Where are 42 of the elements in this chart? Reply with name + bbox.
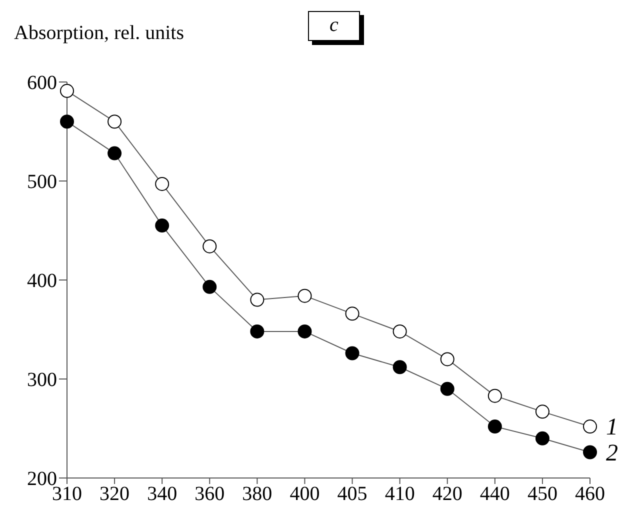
series-label: 1 bbox=[606, 414, 618, 441]
x-tick-label: 420 bbox=[432, 483, 462, 506]
point bbox=[108, 114, 122, 129]
point bbox=[345, 346, 360, 360]
y-axis-title: Absorption, rel. units bbox=[14, 22, 184, 45]
chart-title: c bbox=[308, 11, 360, 41]
x-tick-label: 440 bbox=[480, 483, 510, 506]
point bbox=[298, 324, 312, 338]
point bbox=[392, 324, 407, 338]
x-tick-label: 380 bbox=[242, 483, 272, 506]
y-tick-label: 600 bbox=[27, 72, 57, 94]
x-tick-label: 450 bbox=[527, 483, 558, 506]
x-tick-label: 460 bbox=[575, 483, 605, 506]
x-tick-label: 405 bbox=[337, 483, 368, 506]
y-tick-label: 500 bbox=[27, 171, 57, 194]
point bbox=[250, 292, 264, 307]
x-tick-label: 340 bbox=[147, 483, 178, 506]
x-tick-label: 320 bbox=[100, 483, 130, 506]
point bbox=[535, 431, 550, 446]
point bbox=[440, 352, 454, 366]
point bbox=[108, 146, 122, 160]
point bbox=[298, 288, 312, 303]
point bbox=[440, 382, 454, 396]
point bbox=[583, 445, 597, 460]
x-tick-label: 400 bbox=[290, 483, 320, 506]
point bbox=[488, 388, 502, 403]
point bbox=[535, 404, 550, 419]
point bbox=[488, 420, 502, 434]
point bbox=[60, 114, 74, 129]
series-label: 2 bbox=[606, 440, 618, 466]
point bbox=[202, 280, 217, 294]
point bbox=[155, 218, 170, 233]
point bbox=[345, 306, 360, 321]
point bbox=[583, 420, 597, 434]
x-tick-label: 360 bbox=[194, 483, 225, 506]
point bbox=[392, 360, 407, 374]
y-tick-label: 400 bbox=[27, 270, 57, 292]
x-tick-label: 410 bbox=[384, 483, 415, 506]
point bbox=[202, 239, 217, 254]
y-tick-label: 300 bbox=[27, 369, 57, 392]
point bbox=[250, 324, 264, 338]
point bbox=[155, 176, 170, 191]
